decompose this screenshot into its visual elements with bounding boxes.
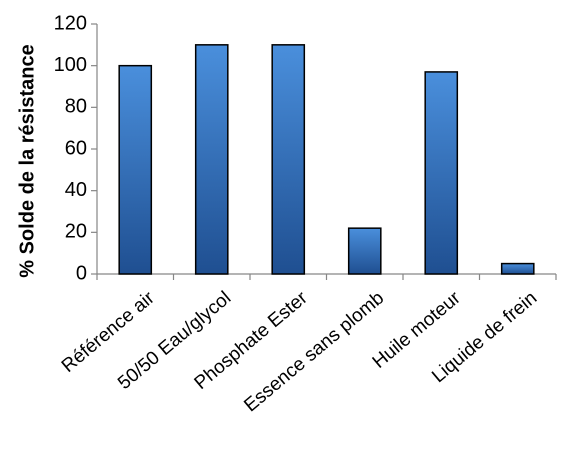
bar bbox=[118, 64, 153, 275]
bar bbox=[347, 227, 382, 275]
bar bbox=[500, 262, 535, 275]
y-tick-label: 20 bbox=[65, 221, 87, 243]
y-axis-title: % Solde de la résistance bbox=[16, 44, 38, 277]
y-tick-label: 100 bbox=[54, 54, 87, 76]
y-tick-label: 60 bbox=[65, 137, 87, 159]
y-tick-label: 80 bbox=[65, 96, 87, 118]
y-tick-label: 0 bbox=[76, 262, 87, 284]
bar bbox=[194, 44, 229, 275]
bar bbox=[271, 44, 306, 275]
bar bbox=[424, 71, 459, 275]
y-tick-label: 40 bbox=[65, 179, 87, 201]
y-tick-label: 120 bbox=[54, 12, 87, 34]
x-category-label: Essence sans plomb bbox=[240, 288, 388, 417]
